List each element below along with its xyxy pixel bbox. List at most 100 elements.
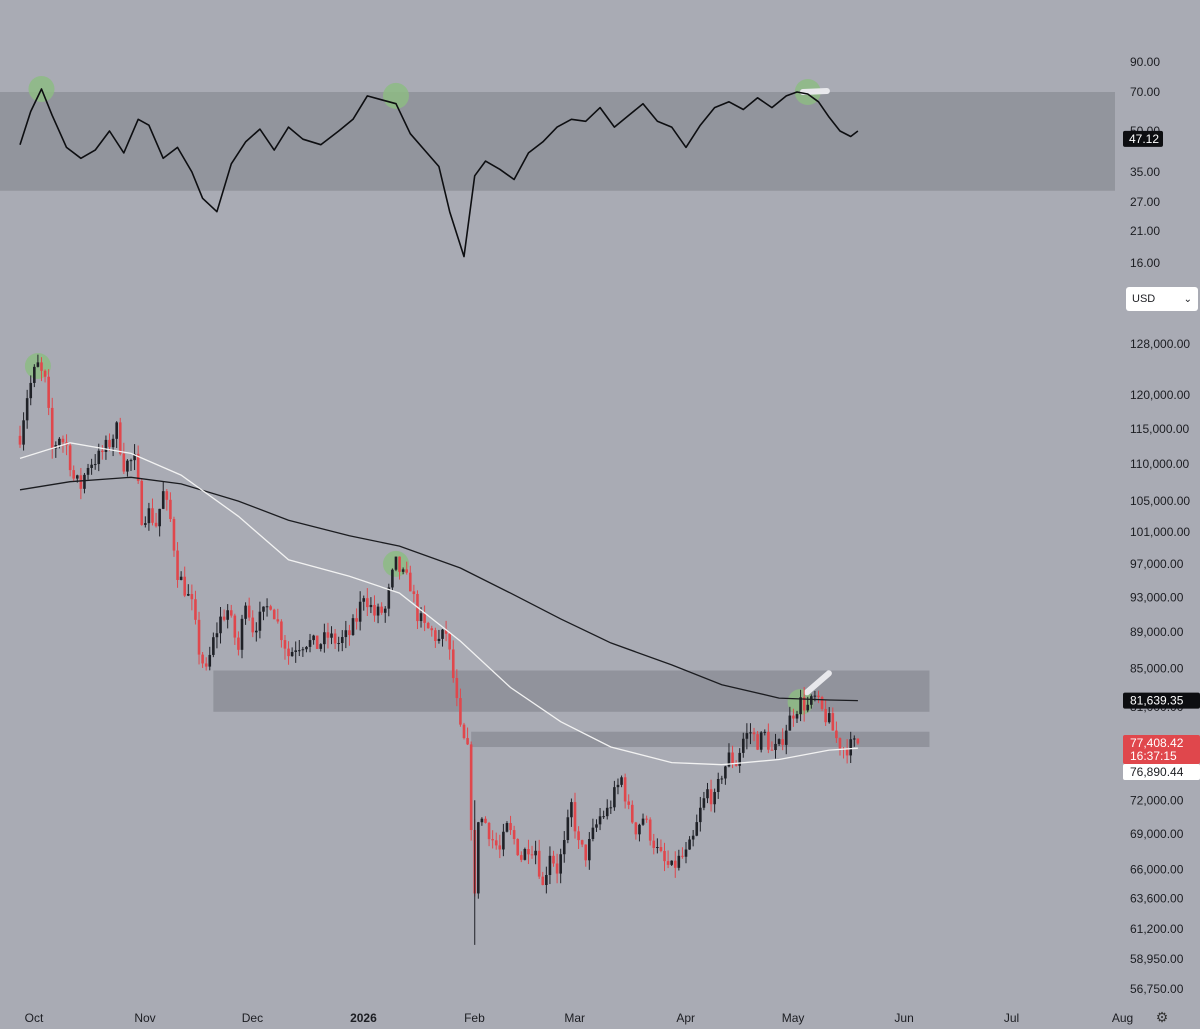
- candle-body: [47, 376, 50, 408]
- candle-body: [75, 475, 79, 479]
- candle-body: [469, 744, 473, 831]
- price-y-tick: 105,000.00: [1130, 494, 1190, 508]
- candle-body: [79, 475, 83, 489]
- candle-body: [706, 789, 709, 799]
- candle-body: [645, 818, 648, 820]
- candle-body: [362, 598, 366, 602]
- price-y-tick: 101,000.00: [1130, 525, 1190, 539]
- candle-body: [283, 640, 287, 649]
- ema-slow-price-badge: 81,639.35: [1123, 692, 1200, 709]
- ema-slow-price-badge-text: 81,639.35: [1130, 694, 1184, 708]
- candle-body: [688, 839, 691, 850]
- candle-body: [412, 591, 416, 595]
- candle-body: [111, 438, 115, 448]
- candle-body: [61, 438, 65, 443]
- candle-body: [312, 635, 315, 641]
- candle-body: [480, 818, 484, 823]
- candle-body: [813, 695, 817, 697]
- candle-body: [588, 838, 591, 861]
- candle-body: [781, 739, 784, 745]
- candle-body: [122, 453, 126, 472]
- candle-body: [358, 601, 362, 622]
- candle-body: [620, 777, 623, 785]
- price-y-tick: 120,000.00: [1130, 388, 1190, 402]
- candle-body: [716, 779, 720, 792]
- candle-body: [802, 697, 806, 711]
- zone-layer: [0, 92, 1115, 748]
- candle-body: [22, 420, 25, 445]
- price-y-tick: 93,000.00: [1130, 590, 1184, 604]
- candle-body: [734, 763, 738, 766]
- candle-body: [487, 822, 491, 840]
- candle-body: [197, 619, 201, 655]
- price-y-tick: 69,000.00: [1130, 827, 1184, 841]
- candle-body: [724, 766, 727, 779]
- candle-body: [462, 724, 466, 739]
- candle-body: [115, 422, 118, 439]
- candle-body: [97, 450, 101, 465]
- line-layer: [19, 88, 859, 766]
- candle-body: [348, 630, 351, 636]
- candle-body: [83, 474, 86, 489]
- candle-body: [172, 519, 176, 551]
- candle-body: [126, 460, 129, 472]
- gear-icon[interactable]: ⚙: [1155, 1009, 1169, 1025]
- candle-body: [29, 382, 33, 399]
- candle-body: [419, 613, 423, 622]
- price-y-tick: 72,000.00: [1130, 793, 1184, 807]
- candle-body: [233, 615, 237, 638]
- candle-body: [523, 849, 527, 860]
- candle-body: [290, 651, 294, 657]
- candle-body: [777, 739, 781, 744]
- price-divergence-stroke: [803, 670, 832, 696]
- candle-body: [380, 606, 383, 613]
- candle-body: [537, 850, 541, 877]
- candle-body: [681, 855, 684, 857]
- candle-body: [451, 649, 455, 679]
- candle-body: [627, 801, 631, 805]
- candle-body: [663, 850, 666, 862]
- candle-body: [559, 854, 562, 874]
- candle-body: [43, 370, 47, 377]
- candle-body: [512, 830, 516, 839]
- candle-body: [845, 749, 849, 756]
- candle-body: [323, 632, 326, 645]
- currency-select[interactable]: USD ⌄: [1126, 287, 1198, 311]
- candle-body: [745, 733, 749, 739]
- x-axis-tick: Oct: [25, 1011, 44, 1025]
- candle-body: [810, 696, 813, 705]
- candle-body: [376, 606, 380, 616]
- candle-body: [498, 845, 502, 850]
- candle-body: [677, 855, 681, 868]
- candle-body: [684, 849, 688, 857]
- candle-body: [702, 798, 706, 808]
- x-axis-tick: 2026: [350, 1011, 377, 1025]
- candle-body: [659, 847, 663, 851]
- candle-body: [212, 637, 215, 655]
- candle-body: [466, 738, 469, 745]
- candle-body: [799, 697, 802, 715]
- candle-body: [158, 508, 161, 527]
- candle-body: [36, 362, 40, 367]
- candle-body: [394, 556, 398, 570]
- oscillator-y-tick: 27.00: [1130, 195, 1160, 209]
- candle-body: [831, 713, 835, 731]
- candle-body: [448, 633, 451, 650]
- candle-layer: [18, 354, 860, 945]
- price-y-tick: 56,750.00: [1130, 982, 1184, 996]
- candle-body: [444, 629, 448, 634]
- candle-body: [562, 840, 566, 855]
- price-y-tick: 97,000.00: [1130, 557, 1184, 571]
- candle-body: [713, 791, 716, 805]
- candle-body: [40, 362, 43, 371]
- x-axis-tick: Jun: [894, 1011, 913, 1025]
- candle-body: [623, 777, 627, 802]
- candle-body: [183, 576, 187, 596]
- candle-body: [641, 818, 645, 825]
- candle-body: [817, 695, 820, 697]
- candle-body: [602, 816, 605, 818]
- candle-body: [806, 704, 810, 711]
